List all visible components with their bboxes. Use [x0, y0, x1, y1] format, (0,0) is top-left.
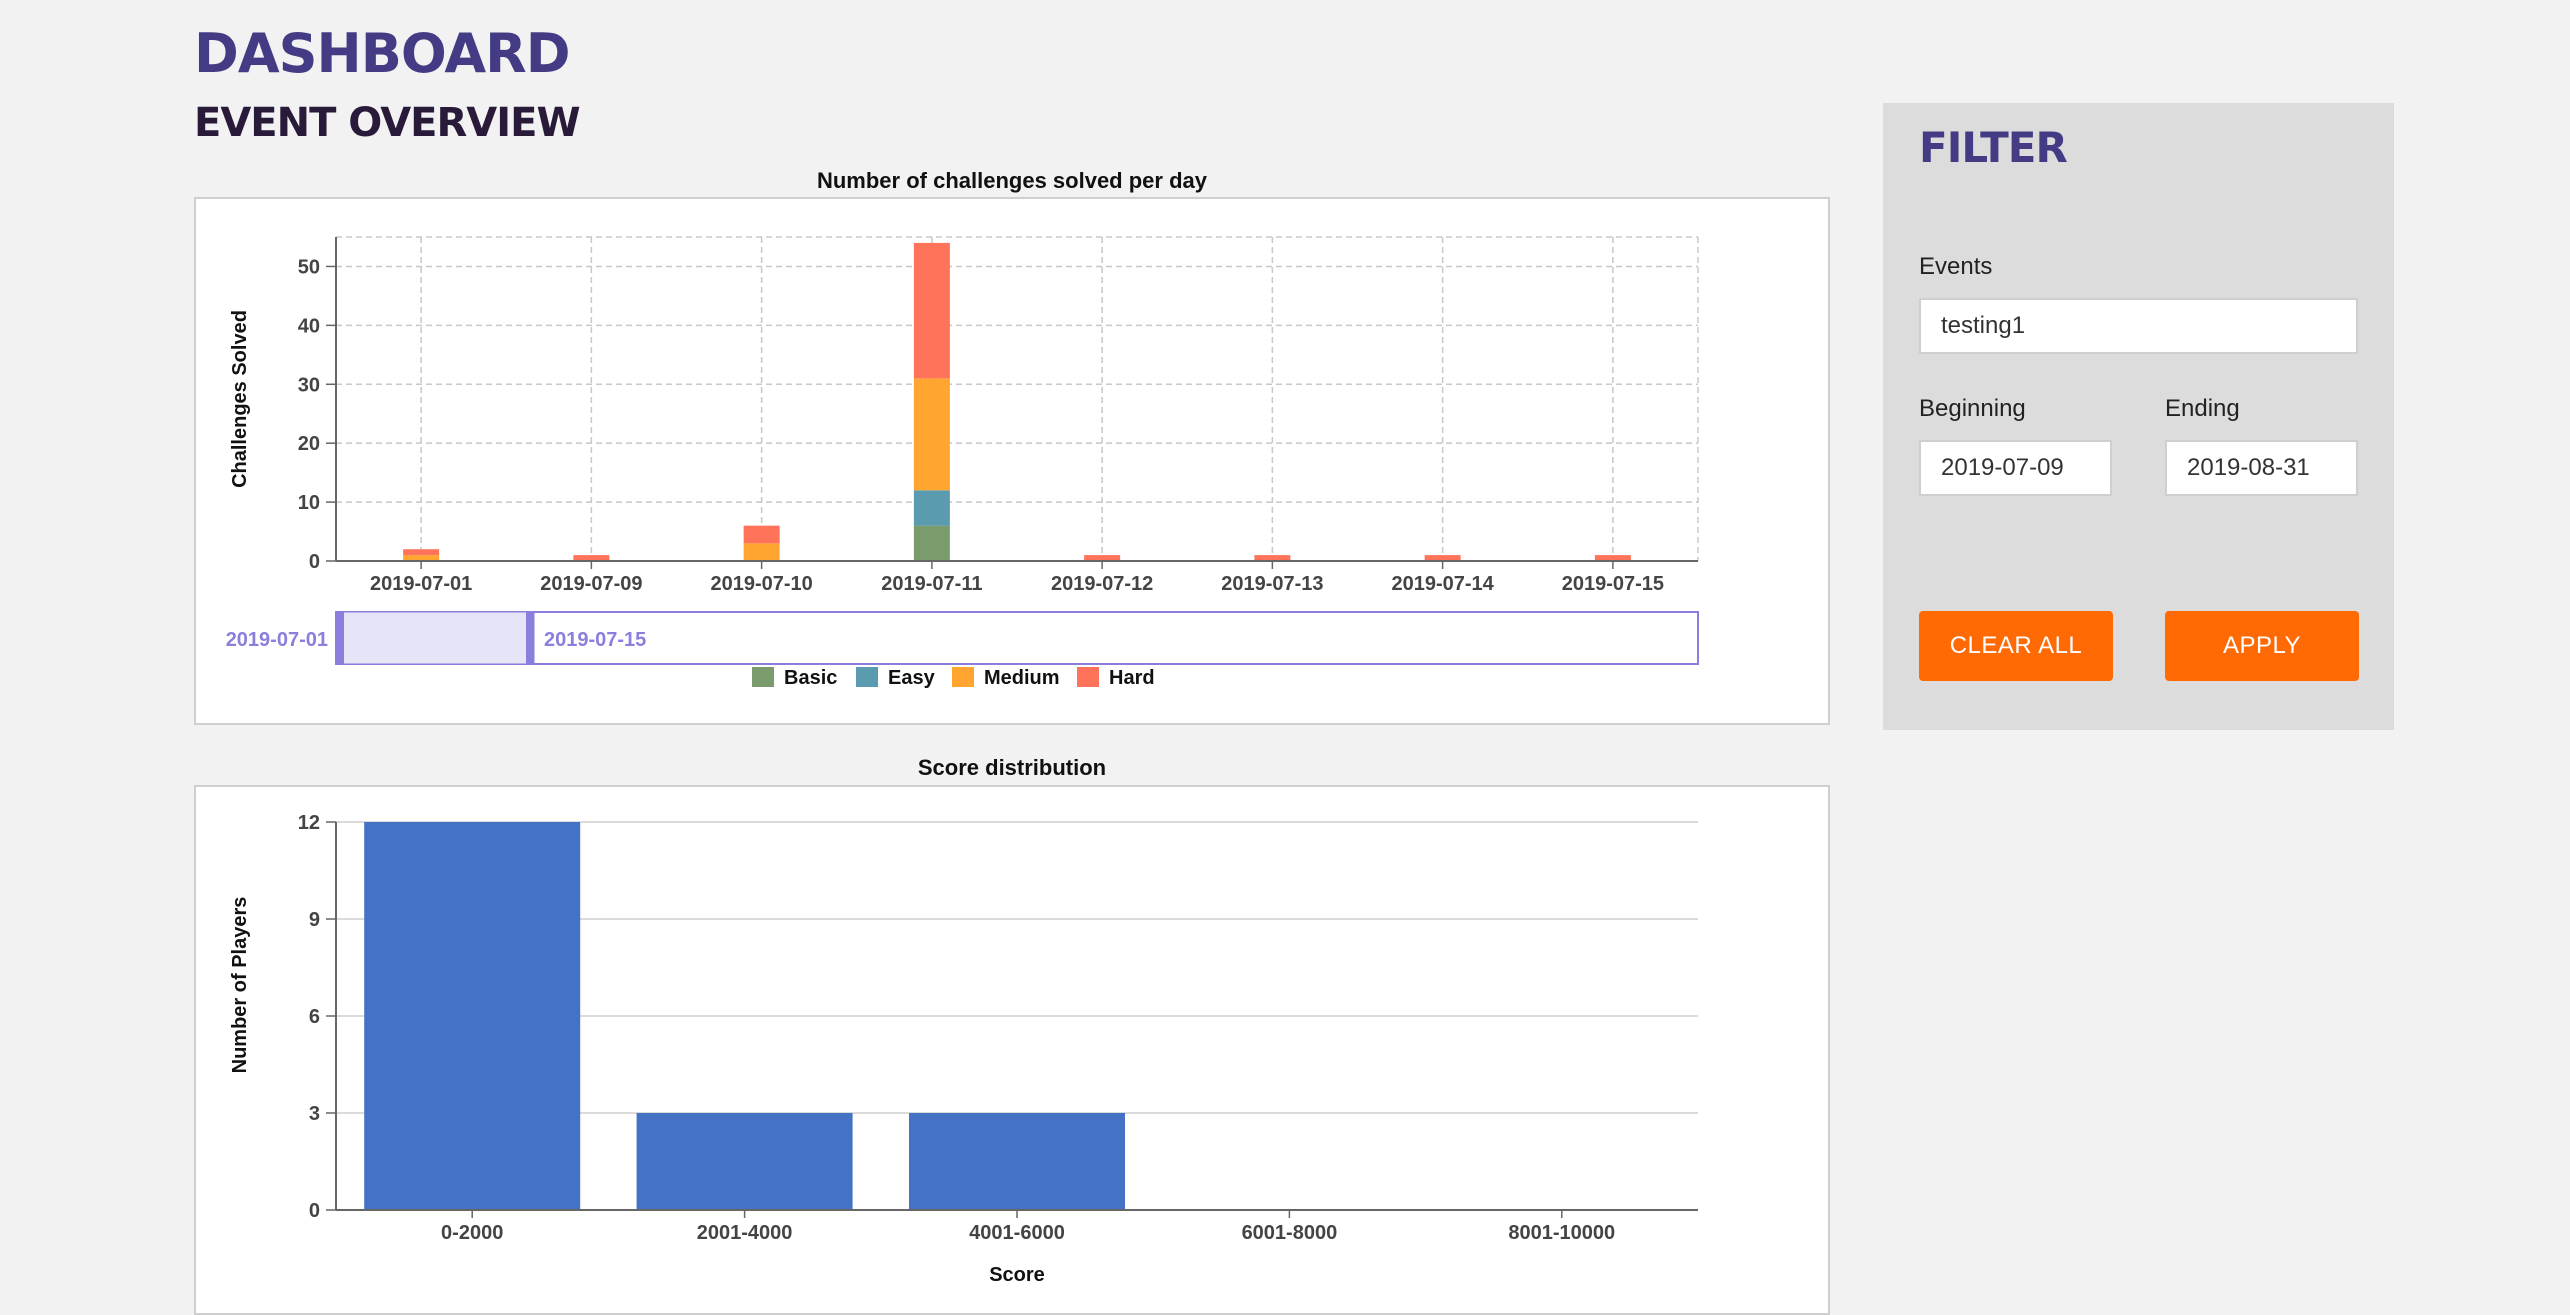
bar-hard — [1084, 555, 1121, 561]
brush-track — [335, 611, 1699, 665]
score-chart: 0 3 6 9 12 0-2000 2001-4000 4001-6000 6001-8000 8… — [194, 785, 1830, 1315]
score-bar — [909, 1113, 1125, 1210]
x-tick-label: 2019-07-15 — [1562, 573, 1664, 595]
score-chart-svg: 0 3 6 9 12 0-2000 2001-4000 4001-6000 6001-8000 8… — [229, 812, 1698, 1286]
brush-start-label: 2019-07-01 — [226, 629, 328, 651]
x-tick-label: 2019-07-01 — [370, 573, 472, 595]
legend-label-basic: Basic — [784, 667, 837, 689]
y-tick-label: 50 — [298, 256, 320, 278]
x-tick-label: 2019-07-13 — [1221, 573, 1323, 595]
x-tick-label: 2019-07-11 — [881, 573, 982, 595]
apply-button[interactable]: APPLY — [2165, 611, 2359, 681]
bar-medium — [743, 543, 780, 561]
score-bar — [364, 822, 581, 1210]
x-tick-label: 2019-07-10 — [710, 573, 812, 595]
bar-medium — [403, 555, 440, 561]
x-tick-label: 6001-8000 — [1242, 1222, 1338, 1244]
bar-hard — [743, 525, 780, 544]
bar-hard — [913, 242, 950, 379]
events-input[interactable] — [1919, 298, 2358, 354]
y-tick-label: 6 — [309, 1006, 320, 1028]
bar-hard — [1424, 555, 1461, 561]
section-title: EVENT OVERVIEW — [194, 100, 581, 146]
ending-date-input[interactable] — [2165, 440, 2358, 496]
y-axis-label: Challenges Solved — [229, 310, 251, 488]
brush-handle-right — [526, 612, 534, 664]
bar-hard — [1594, 555, 1631, 561]
x-axis-label: Score — [989, 1264, 1045, 1286]
y-tick-label: 40 — [298, 315, 320, 337]
legend-swatch-hard — [1077, 667, 1099, 687]
chart-title-challenges: Number of challenges solved per day — [816, 168, 1207, 193]
x-tick-label: 4001-6000 — [969, 1222, 1065, 1244]
bar-medium — [913, 378, 950, 491]
x-tick-label: 2019-07-12 — [1051, 573, 1153, 595]
x-tick-label: 0-2000 — [441, 1222, 503, 1244]
brush-selection — [335, 611, 535, 665]
y-tick-label: 3 — [309, 1103, 320, 1125]
filter-title: FILTER — [1919, 123, 2068, 172]
x-tick-label: 2019-07-14 — [1391, 573, 1494, 595]
y-tick-label: 12 — [298, 812, 320, 834]
brush-handle-left — [336, 612, 344, 664]
y-tick-label: 0 — [309, 1200, 320, 1222]
y-tick-label: 9 — [309, 909, 320, 931]
bar-hard — [1254, 555, 1291, 561]
x-tick-label: 2001-4000 — [697, 1222, 793, 1244]
legend-swatch-basic — [752, 667, 774, 687]
bar-hard — [403, 549, 440, 556]
y-tick-label: 0 — [309, 551, 320, 573]
page-title: DASHBOARD — [194, 22, 571, 85]
bar-basic — [913, 525, 950, 561]
filter-panel: FILTER Events Beginning Ending CLEAR ALL… — [1883, 103, 2394, 730]
legend-label-easy: Easy — [888, 667, 936, 689]
bar-easy — [913, 490, 950, 526]
legend-label-medium: Medium — [984, 667, 1060, 689]
bar-hard — [573, 555, 610, 561]
challenges-chart: 0 10 20 30 40 50 2019-07-01 2019-07-09 2019-07-1… — [194, 197, 1830, 725]
y-tick-label: 20 — [298, 433, 320, 455]
chart-title-score: Score distribution — [917, 755, 1107, 780]
legend-label-hard: Hard — [1109, 667, 1155, 689]
y-axis-label: Number of Players — [229, 897, 251, 1074]
challenges-chart-svg: 0 10 20 30 40 50 2019-07-01 2019-07-09 2019-07-1… — [226, 236, 1699, 689]
y-tick-label: 30 — [298, 374, 320, 396]
legend-swatch-medium — [952, 667, 974, 687]
x-tick-label: 2019-07-09 — [540, 573, 642, 595]
beginning-date-input[interactable] — [1919, 440, 2112, 496]
events-label: Events — [1919, 253, 1993, 280]
score-bar — [636, 1113, 853, 1210]
legend-swatch-easy — [856, 667, 878, 687]
beginning-label: Beginning — [1919, 395, 2026, 422]
ending-label: Ending — [2165, 395, 2240, 422]
clear-all-button[interactable]: CLEAR ALL — [1919, 611, 2113, 681]
brush-end-label: 2019-07-15 — [544, 629, 646, 651]
x-tick-label: 8001-10000 — [1508, 1222, 1615, 1244]
y-tick-label: 10 — [298, 492, 320, 514]
